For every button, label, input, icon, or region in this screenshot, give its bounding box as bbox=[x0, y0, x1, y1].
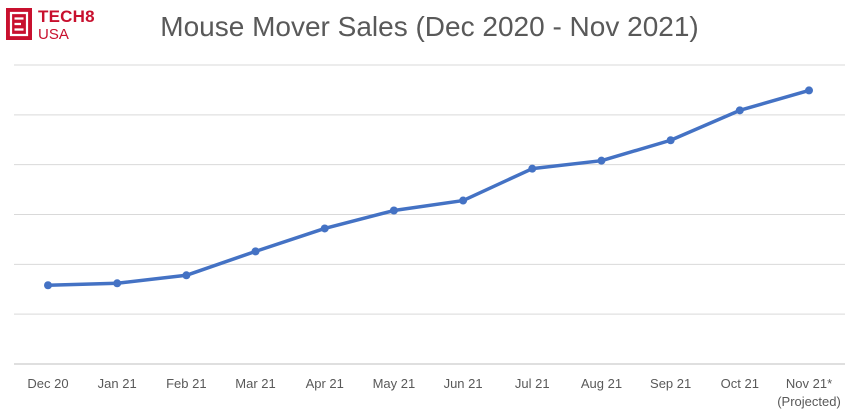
series-line bbox=[46, 88, 811, 288]
data-point bbox=[805, 86, 813, 95]
data-point bbox=[666, 136, 675, 145]
data-point bbox=[597, 156, 606, 165]
x-tick-label: Sep 21 bbox=[650, 376, 691, 391]
data-point bbox=[320, 224, 329, 233]
chart-title: Mouse Mover Sales (Dec 2020 - Nov 2021) bbox=[160, 11, 699, 42]
x-tick-label: Dec 20 bbox=[27, 376, 68, 391]
x-tick-label: Mar 21 bbox=[235, 376, 275, 391]
x-tick-label: Aug 21 bbox=[581, 376, 622, 391]
x-tick-note: (Projected) bbox=[777, 394, 841, 409]
x-tick-label: Jun 21 bbox=[444, 376, 483, 391]
logo-mark-icon bbox=[6, 8, 32, 40]
data-point bbox=[459, 196, 468, 205]
x-tick-label: May 21 bbox=[373, 376, 416, 391]
data-point bbox=[182, 271, 191, 280]
logo-text-primary: TECH8 bbox=[38, 7, 95, 26]
data-point bbox=[389, 206, 398, 215]
data-point bbox=[44, 281, 52, 290]
data-point bbox=[113, 279, 122, 288]
data-point bbox=[251, 247, 260, 256]
x-tick-label: Jan 21 bbox=[98, 376, 137, 391]
brand-logo: TECH8 USA bbox=[6, 8, 95, 44]
x-tick-label: Jul 21 bbox=[515, 376, 550, 391]
x-tick-label: Oct 21 bbox=[721, 376, 759, 391]
logo-text-secondary: USA bbox=[38, 26, 69, 43]
data-point bbox=[528, 164, 537, 173]
x-tick-label: Feb 21 bbox=[166, 376, 206, 391]
x-tick-label: Nov 21* bbox=[786, 376, 832, 391]
x-tick-label: Apr 21 bbox=[306, 376, 344, 391]
data-point bbox=[735, 106, 744, 115]
